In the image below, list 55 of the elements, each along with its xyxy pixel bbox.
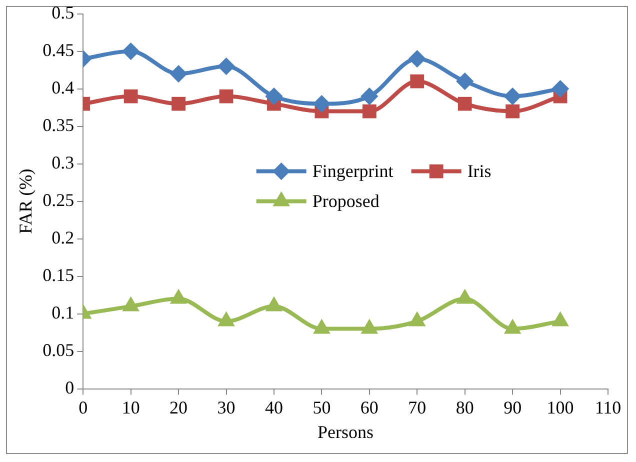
legend-label: Fingerprint (312, 161, 394, 182)
point (410, 74, 424, 88)
x-tick-label: 50 (312, 397, 331, 418)
point (410, 313, 424, 326)
x-tick-label: 90 (504, 397, 522, 418)
x-tick-label: 80 (456, 397, 474, 418)
point (362, 320, 377, 334)
y-tick-label: 0.45 (42, 40, 74, 60)
x-tick-label: 110 (594, 397, 622, 418)
x-tick-label: 20 (170, 397, 188, 418)
point (314, 320, 329, 334)
legend-label: Iris (467, 161, 492, 182)
point (456, 73, 473, 90)
point (218, 58, 234, 74)
y-tick-label: 0.3 (52, 152, 74, 173)
point (361, 88, 378, 104)
x-tick-label: 0 (78, 397, 88, 418)
point (172, 96, 186, 111)
point (504, 88, 521, 104)
legend-label: Proposed (312, 191, 380, 212)
point (124, 298, 138, 312)
point (124, 89, 138, 104)
point (409, 50, 426, 67)
point (219, 89, 234, 104)
point (266, 298, 282, 312)
y-tick-label: 0.05 (42, 340, 74, 360)
y-tick-label: 0.5 (52, 2, 74, 23)
point (314, 96, 330, 112)
point (171, 290, 186, 304)
x-tick-label: 60 (360, 397, 378, 418)
point (458, 96, 472, 111)
point (362, 104, 376, 118)
point (553, 313, 568, 326)
point (266, 88, 282, 104)
x-axis-title: Persons (318, 422, 374, 442)
x-tick-label: 100 (546, 397, 574, 418)
x-tick-label: 30 (217, 397, 236, 418)
point (219, 313, 234, 326)
y-tick-label: 0.4 (52, 78, 74, 98)
x-tick-label: 70 (408, 397, 426, 418)
point (122, 43, 139, 60)
point (170, 66, 187, 82)
point (505, 320, 520, 334)
y-tick-label: 0.15 (42, 265, 74, 286)
y-tick-label: 0.1 (52, 302, 74, 323)
y-axis-title: FAR (%) (16, 168, 36, 234)
point (506, 104, 520, 118)
x-tick-label: 10 (122, 397, 140, 418)
y-tick-label: 0 (65, 378, 74, 398)
y-tick-label: 0.35 (42, 115, 74, 136)
x-tick-label: 40 (264, 397, 283, 418)
point (552, 80, 568, 97)
y-tick-label: 0.2 (52, 228, 74, 248)
y-tick-label: 0.25 (42, 190, 74, 210)
point (458, 290, 472, 304)
